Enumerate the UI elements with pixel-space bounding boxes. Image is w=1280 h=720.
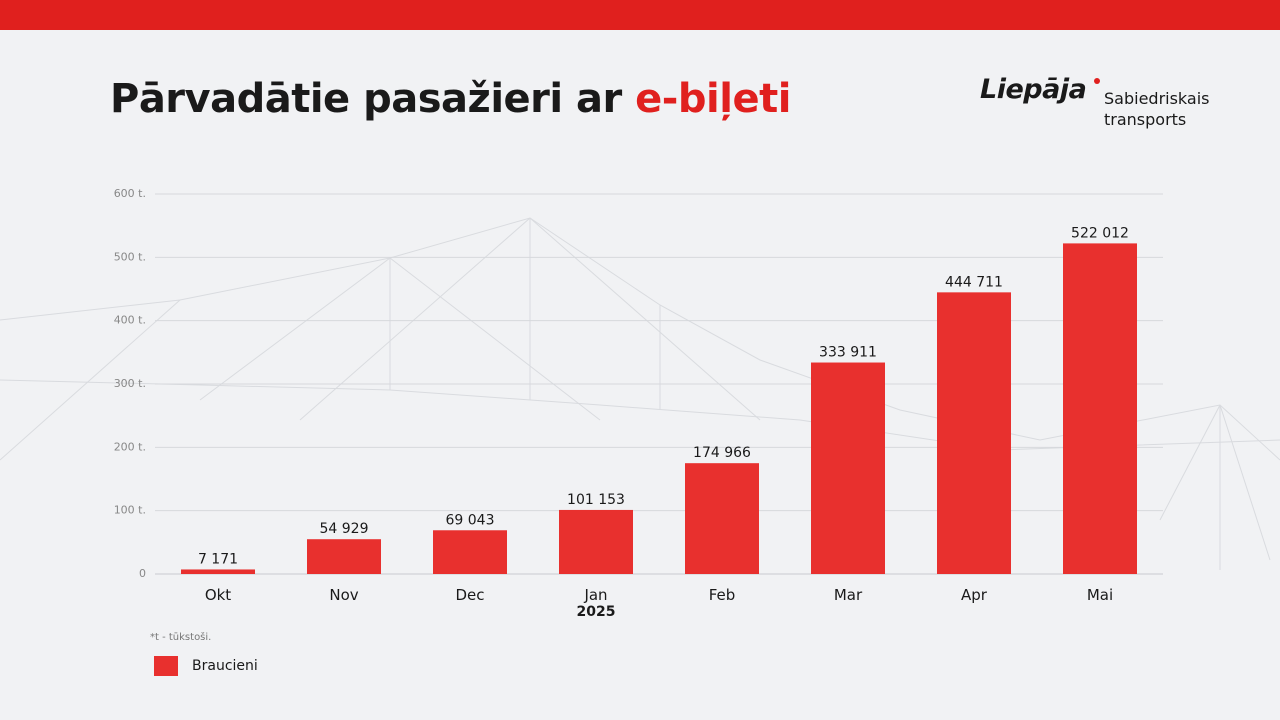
data-label: 7 171 (198, 551, 238, 567)
y-axis-ticks: 0 100 t. 200 t. 300 t. 400 t. 500 t. 600 t. (114, 187, 146, 580)
logo-subtitle: Sabiedriskais transports (1104, 88, 1210, 130)
logo-dot (1094, 78, 1100, 84)
legend-label: Braucieni (192, 658, 258, 674)
x-tick-label: Okt (205, 586, 231, 604)
y-tick-label: 100 t. (114, 504, 146, 517)
y-tick-label: 500 t. (114, 250, 146, 263)
brand-logo: Liepāja Sabiedriskais transports (980, 74, 1230, 134)
data-label: 174 966 (693, 445, 751, 461)
title-main: Pārvadātie pasažieri ar (110, 76, 636, 122)
data-labels: 7 171 54 929 69 043 101 153 174 966 333 911 44… (198, 225, 1129, 567)
top-accent-bar (0, 0, 1280, 30)
y-tick-label: 200 t. (114, 440, 146, 453)
title-accent: e-biļeti (635, 76, 791, 122)
year-label: 2025 (577, 604, 616, 620)
x-tick-label: Nov (329, 586, 358, 604)
bar (811, 362, 885, 574)
bar (559, 509, 633, 574)
grid-lines (155, 193, 1163, 575)
legend: Braucieni (154, 656, 258, 676)
footnote: *t - tūkstoši. (150, 632, 212, 643)
y-tick-label: 400 t. (114, 314, 146, 327)
logo-subtitle-line1: Sabiedriskais (1104, 89, 1210, 108)
x-tick-label: Apr (961, 586, 988, 604)
y-tick-label: 600 t. (114, 187, 146, 200)
data-label: 522 012 (1071, 225, 1129, 241)
x-tick-label: Mar (834, 586, 863, 604)
bar (181, 569, 255, 574)
data-label: 101 153 (567, 492, 625, 508)
bar (433, 530, 507, 574)
x-tick-label: Dec (455, 586, 484, 604)
data-label: 69 043 (446, 512, 495, 528)
x-tick-label: Feb (709, 586, 736, 604)
data-label: 54 929 (320, 521, 369, 537)
page-title: Pārvadātie pasažieri ar e-biļeti (110, 76, 791, 122)
y-tick-label: 0 (139, 567, 146, 580)
legend-swatch (154, 656, 178, 676)
logo-subtitle-line2: transports (1104, 110, 1187, 129)
bar (937, 292, 1011, 574)
data-label: 333 911 (819, 345, 877, 361)
x-tick-label: Mai (1087, 586, 1113, 604)
bars (181, 243, 1137, 574)
logo-wordmark: Liepāja (980, 74, 1087, 105)
bar (685, 463, 759, 574)
x-tick-label: Jan (583, 586, 607, 604)
bar (307, 539, 381, 574)
bar (1063, 243, 1137, 574)
y-tick-label: 300 t. (114, 377, 146, 390)
data-label: 444 711 (945, 274, 1003, 290)
